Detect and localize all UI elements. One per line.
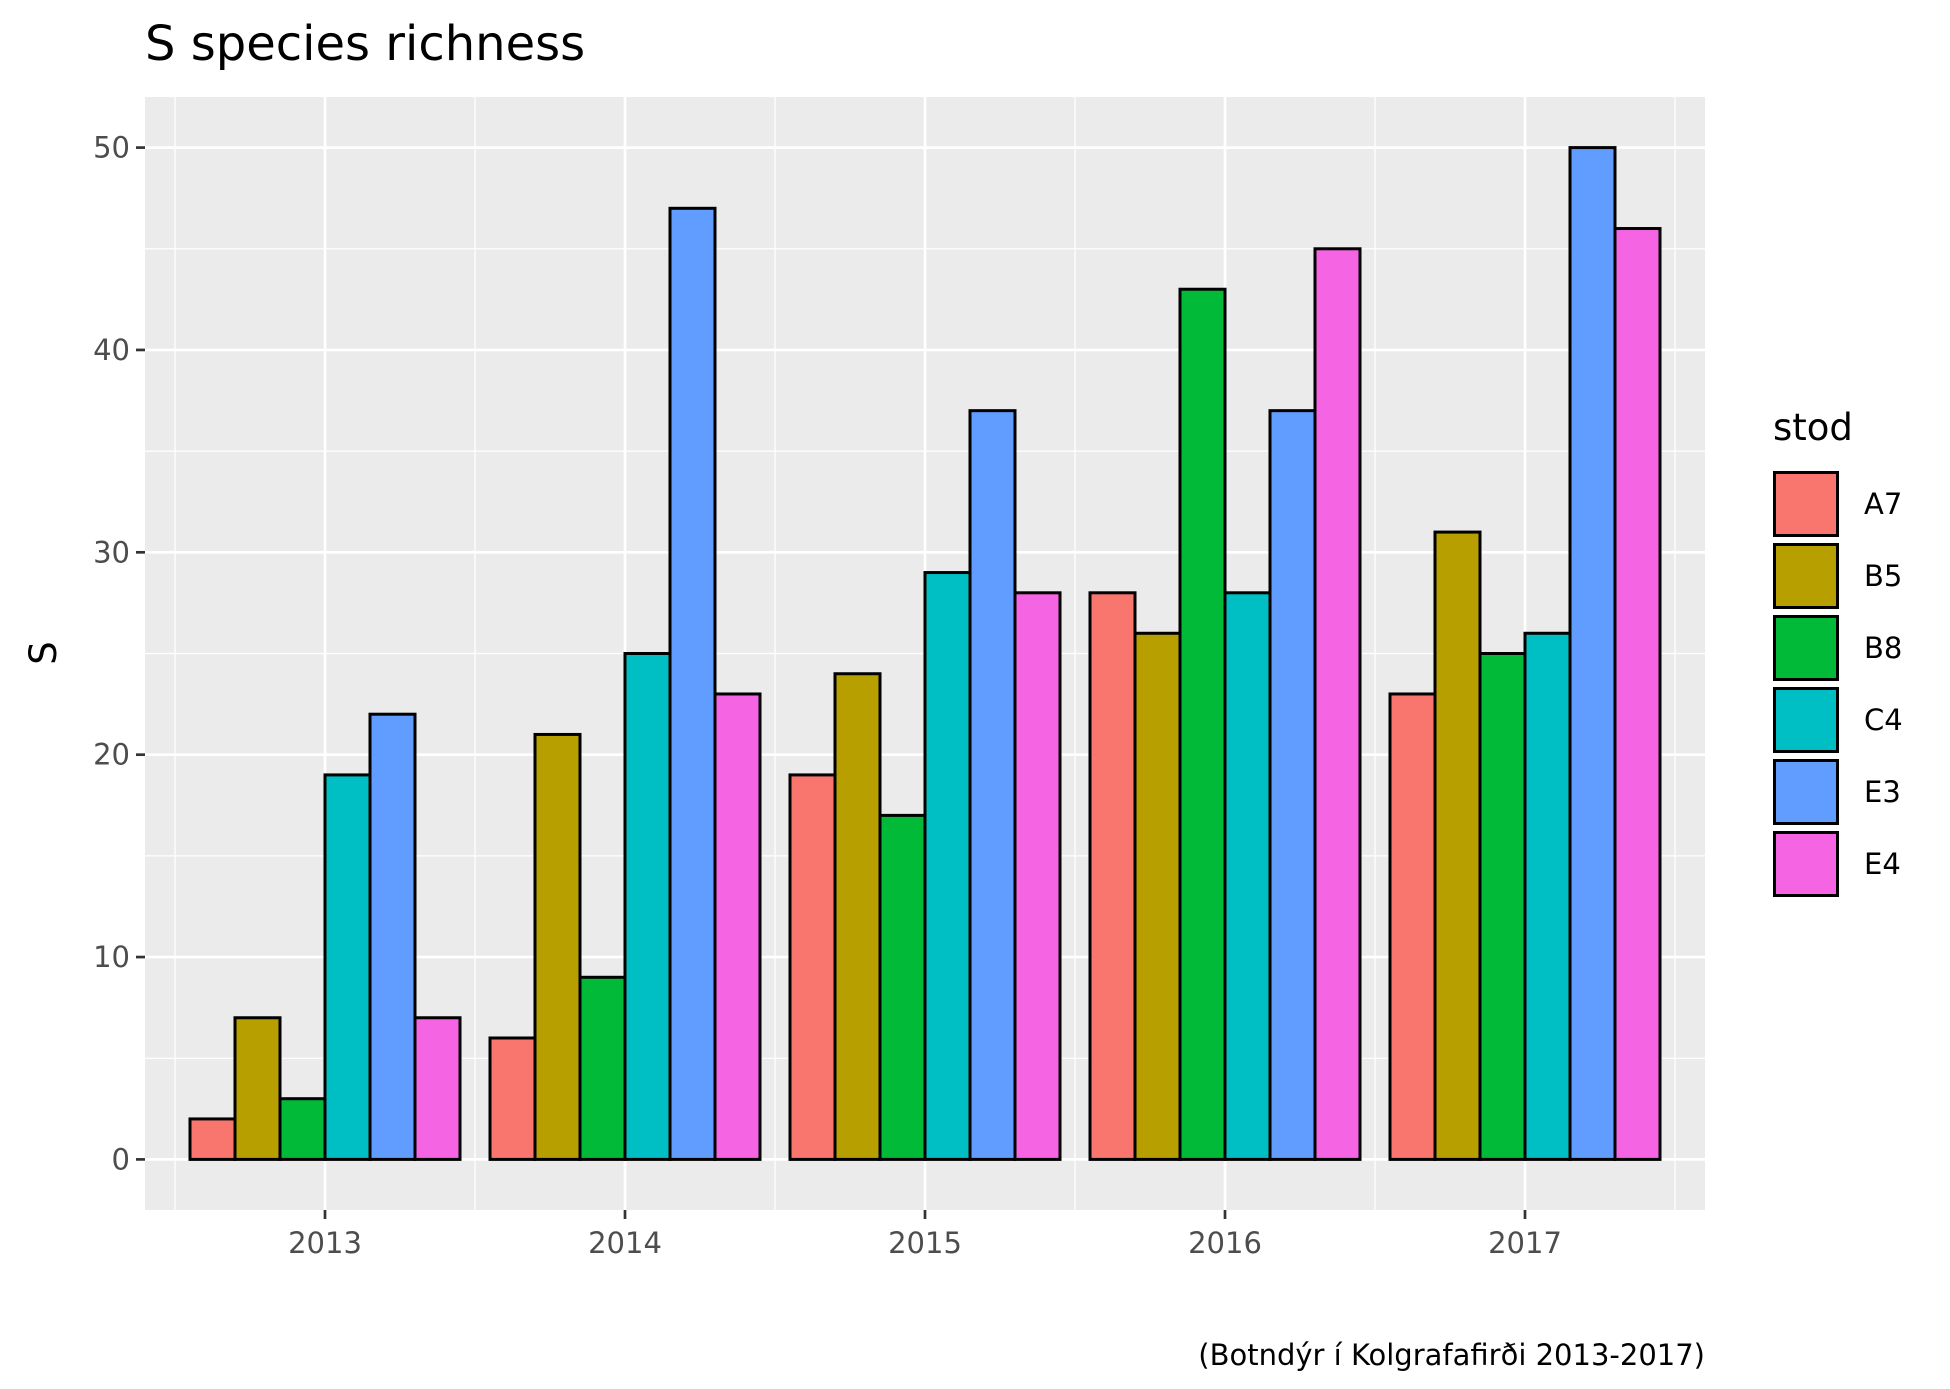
bar-A7-2016 bbox=[1088, 591, 1137, 1161]
bar-A7-2014 bbox=[488, 1036, 537, 1161]
bar-E3-2017 bbox=[1568, 146, 1617, 1161]
y-tick-label: 50 bbox=[93, 131, 130, 165]
bar-C4-2015 bbox=[923, 571, 972, 1161]
bar-E3-2013 bbox=[368, 712, 417, 1161]
bar-B5-2017 bbox=[1433, 530, 1482, 1161]
x-axis: 2013 2014 2015 2016 2017 bbox=[288, 1210, 1562, 1260]
y-axis-title: S bbox=[22, 641, 65, 665]
bar-B8-2016 bbox=[1178, 287, 1227, 1161]
bar-E4-2013 bbox=[413, 1016, 462, 1161]
bar-A7-2013 bbox=[188, 1117, 237, 1161]
bar-C4-2014 bbox=[623, 652, 672, 1161]
legend-label-E4: E4 bbox=[1864, 847, 1901, 881]
legend-label-B5: B5 bbox=[1864, 559, 1902, 593]
bar-B5-2014 bbox=[533, 732, 582, 1161]
x-tick-label: 2013 bbox=[288, 1226, 362, 1260]
y-tick-label: 20 bbox=[93, 738, 130, 772]
bar-E4-2016 bbox=[1313, 247, 1362, 1161]
y-tick-label: 30 bbox=[93, 535, 130, 569]
y-tick-label: 40 bbox=[93, 333, 130, 367]
bar-A7-2015 bbox=[788, 773, 837, 1161]
bar-B5-2016 bbox=[1133, 631, 1182, 1161]
legend-label-E3: E3 bbox=[1864, 775, 1901, 809]
bar-B8-2017 bbox=[1478, 652, 1527, 1161]
chart-title: S species richness bbox=[145, 16, 585, 72]
legend: A7 B5 B8 C4 E3 E4 bbox=[1773, 471, 1903, 897]
legend-swatch-C4 bbox=[1773, 687, 1839, 753]
bars bbox=[188, 146, 1662, 1161]
bar-B8-2014 bbox=[578, 975, 627, 1161]
y-tick-label: 10 bbox=[93, 940, 130, 974]
bar-E3-2014 bbox=[668, 206, 717, 1161]
legend-swatch-B8 bbox=[1773, 615, 1839, 681]
legend-title: stod bbox=[1773, 406, 1853, 449]
bar-C4-2016 bbox=[1223, 591, 1272, 1161]
legend-label-B8: B8 bbox=[1864, 631, 1902, 665]
bar-B5-2013 bbox=[233, 1016, 282, 1161]
legend-swatch-B5 bbox=[1773, 543, 1839, 609]
chart-caption: (Botndýr í Kolgrafafirði 2013-2017) bbox=[1198, 1338, 1705, 1372]
y-tick-label: 0 bbox=[112, 1142, 130, 1176]
bar-A7-2017 bbox=[1388, 692, 1437, 1161]
legend-swatch-A7 bbox=[1773, 471, 1839, 537]
bar-B5-2015 bbox=[833, 672, 882, 1161]
bar-E4-2014 bbox=[713, 692, 762, 1161]
x-tick-label: 2015 bbox=[888, 1226, 962, 1260]
x-tick-label: 2017 bbox=[1488, 1226, 1562, 1260]
x-tick-label: 2014 bbox=[588, 1226, 662, 1260]
bar-E3-2016 bbox=[1268, 409, 1317, 1161]
legend-swatch-E3 bbox=[1773, 759, 1839, 825]
bar-E4-2015 bbox=[1013, 591, 1062, 1161]
y-axis: 0 10 20 30 40 50 bbox=[93, 131, 145, 1176]
bar-B8-2013 bbox=[278, 1097, 327, 1161]
legend-label-A7: A7 bbox=[1864, 487, 1902, 521]
legend-swatch-E4 bbox=[1773, 831, 1839, 897]
bar-E3-2015 bbox=[968, 409, 1017, 1161]
bar-C4-2013 bbox=[323, 773, 372, 1161]
x-tick-label: 2016 bbox=[1188, 1226, 1262, 1260]
legend-label-C4: C4 bbox=[1864, 703, 1903, 737]
bar-C4-2017 bbox=[1523, 631, 1572, 1161]
bar-B8-2015 bbox=[878, 813, 927, 1161]
bar-E4-2017 bbox=[1613, 227, 1662, 1161]
